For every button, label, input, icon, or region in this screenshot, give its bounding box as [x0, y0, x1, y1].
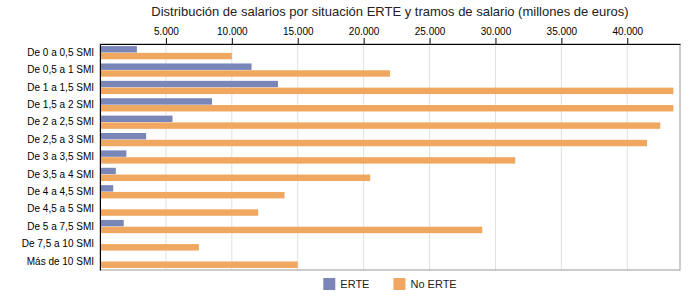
tick-label: De 1,5 a 2 SMI — [27, 99, 94, 110]
bar — [100, 175, 370, 181]
bar — [100, 81, 278, 87]
grid-line — [627, 44, 628, 270]
tick-label: 10.000 — [217, 26, 248, 37]
legend-label: No ERTE — [410, 278, 456, 290]
bar — [100, 122, 660, 128]
bar — [100, 209, 258, 215]
grid-line — [495, 44, 496, 270]
tick: De 1,5 a 2 SMI — [27, 99, 94, 110]
bar — [100, 157, 515, 163]
bar — [100, 150, 126, 156]
bar — [100, 98, 212, 104]
legend-item: No ERTE — [393, 278, 456, 290]
bar — [100, 261, 298, 267]
grid-line — [429, 44, 430, 270]
tick-label: 40.000 — [612, 26, 643, 37]
tick: De 0 a 0,5 SMI — [27, 47, 94, 58]
tick-mark — [561, 38, 562, 44]
tick-mark — [627, 38, 628, 44]
tick-label: 15.000 — [283, 26, 314, 37]
tick: 15.000 — [283, 26, 314, 44]
grid-line — [231, 44, 232, 270]
tick: 10.000 — [217, 26, 248, 44]
bar — [100, 192, 285, 198]
tick-label: De 0,5 a 1 SMI — [27, 64, 94, 75]
tick-label: De 0 a 0,5 SMI — [27, 47, 94, 58]
tick-label: 25.000 — [415, 26, 446, 37]
tick-label: De 4,5 a 5 SMI — [27, 203, 94, 214]
tick: 40.000 — [612, 26, 643, 44]
grid — [166, 44, 627, 270]
series — [100, 53, 673, 268]
y-axis: De 0 a 0,5 SMI De 0,5 a 1 SMI De 1 a 1,5 S… — [22, 45, 101, 271]
tick: De 4 a 4,5 SMI — [27, 186, 94, 197]
bar — [100, 244, 199, 250]
tick-label: De 2 a 2,5 SMI — [27, 116, 94, 127]
bar — [100, 168, 116, 174]
tick-mark — [495, 38, 496, 44]
tick: De 7,5 a 10 SMI — [22, 238, 94, 249]
grid-line — [561, 44, 562, 270]
tick: 5.000 — [154, 26, 179, 44]
tick-label: 35.000 — [547, 26, 578, 37]
tick-label: De 1 a 1,5 SMI — [27, 82, 94, 93]
grid-line — [297, 44, 298, 270]
bar — [100, 63, 252, 69]
bar — [100, 220, 124, 226]
tick: 20.000 — [349, 26, 380, 44]
tick-label: 30.000 — [481, 26, 512, 37]
tick: De 3 a 3,5 SMI — [27, 151, 94, 162]
legend-label: ERTE — [340, 278, 369, 290]
tick: De 2,5 a 3 SMI — [27, 134, 94, 145]
tick-mark — [364, 38, 365, 44]
tick-label: De 3 a 3,5 SMI — [27, 151, 94, 162]
tick: De 2 a 2,5 SMI — [27, 116, 94, 127]
legend: ERTE No ERTE — [323, 278, 456, 290]
legend-swatch — [323, 278, 335, 290]
tick-mark — [166, 38, 167, 44]
plot-frame — [100, 44, 680, 270]
bar — [100, 227, 482, 233]
tick: Más de 10 SMI — [27, 256, 94, 267]
tick-label: De 3,5 a 4 SMI — [27, 169, 94, 180]
tick-label: 5.000 — [154, 26, 179, 37]
bar — [100, 46, 137, 52]
title: Distribución de salarios por situación E… — [151, 4, 628, 19]
legend-swatch — [393, 278, 405, 290]
grid-line — [363, 44, 364, 270]
tick: 30.000 — [481, 26, 512, 44]
tick: De 1 a 1,5 SMI — [27, 82, 94, 93]
bar — [100, 105, 673, 111]
bar — [100, 116, 173, 122]
tick: 35.000 — [547, 26, 578, 44]
tick: De 3,5 a 4 SMI — [27, 169, 94, 180]
bar — [100, 185, 113, 191]
tick: De 4,5 a 5 SMI — [27, 203, 94, 214]
x-axis: 5.000 10.000 15.000 20.000 25.000 30.000 35.00… — [101, 26, 681, 45]
tick-label: 20.000 — [349, 26, 380, 37]
tick-label: De 5 a 7,5 SMI — [27, 221, 94, 232]
legend-item: ERTE — [323, 278, 369, 290]
tick-label: Más de 10 SMI — [27, 256, 94, 267]
tick-mark — [298, 38, 299, 44]
tick-mark — [232, 38, 233, 44]
bars — [100, 46, 673, 268]
chart: Distribución de salarios por situación E… — [0, 0, 700, 300]
tick: De 5 a 7,5 SMI — [27, 221, 94, 232]
bar — [100, 88, 673, 94]
tick: De 0,5 a 1 SMI — [27, 64, 94, 75]
tick: 25.000 — [415, 26, 446, 44]
bar — [100, 53, 232, 59]
bar — [100, 133, 146, 139]
tick-label: De 7,5 a 10 SMI — [22, 238, 94, 249]
axis-line — [100, 45, 101, 271]
tick-mark — [430, 38, 431, 44]
grid-line — [165, 44, 166, 270]
bar — [100, 140, 647, 146]
plot: 5.000 10.000 15.000 20.000 25.000 30.000 35.00… — [22, 26, 681, 271]
tick-label: De 4 a 4,5 SMI — [27, 186, 94, 197]
axis-line — [101, 44, 681, 45]
tick-label: De 2,5 a 3 SMI — [27, 134, 94, 145]
bar — [100, 70, 390, 76]
